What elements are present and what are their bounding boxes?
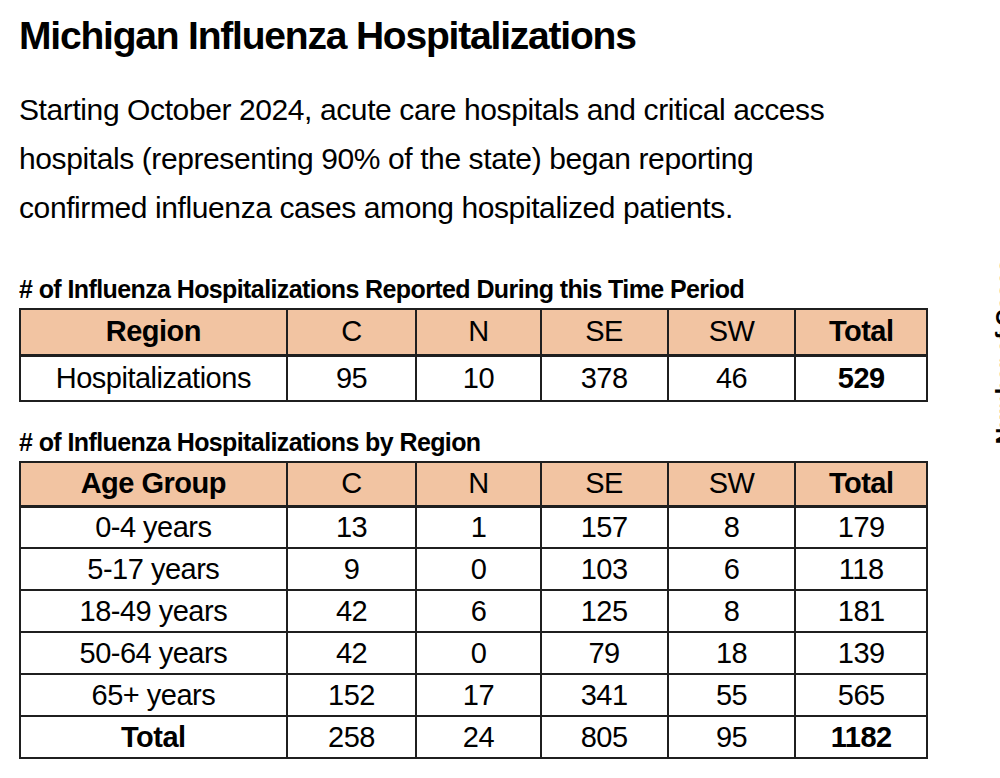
column-header-c: C: [287, 309, 417, 355]
column-header-total: Total: [795, 309, 927, 355]
table-row: 18-49 years 42 6 125 8 181: [20, 590, 927, 632]
cell-value: 152: [287, 674, 417, 716]
intro-line: Starting October 2024, acute care hospit…: [19, 85, 1000, 134]
row-label: 0-4 years: [20, 506, 287, 548]
cell-value: 341: [541, 674, 668, 716]
row-label: Total: [20, 716, 287, 758]
cell-value: 6: [668, 548, 796, 590]
cell-value: 95: [287, 355, 417, 401]
cell-value: 95: [668, 716, 796, 758]
table-row: 50-64 years 42 0 79 18 139: [20, 632, 927, 674]
column-header-n: N: [416, 309, 540, 355]
cell-total: 118: [795, 548, 927, 590]
cell-total: 565: [795, 674, 927, 716]
row-label: 50-64 years: [20, 632, 287, 674]
report-content: Michigan Influenza Hospitalizations Star…: [0, 0, 1000, 759]
row-label: 65+ years: [20, 674, 287, 716]
page-title: Michigan Influenza Hospitalizations: [19, 13, 1000, 59]
intro-paragraph: Starting October 2024, acute care hospit…: [19, 85, 1000, 232]
cell-value: 258: [287, 716, 417, 758]
summary-table: Region C N SE SW Total Hospitalizations …: [19, 308, 928, 402]
row-label: 5-17 years: [20, 548, 287, 590]
column-header-total: Total: [795, 462, 927, 506]
column-header-se: SE: [541, 309, 668, 355]
cell-value: 24: [416, 716, 540, 758]
cell-value: 6: [416, 590, 540, 632]
cell-value: 0: [416, 548, 540, 590]
table-row: 0-4 years 13 1 157 8 179: [20, 506, 927, 548]
column-header-c: C: [287, 462, 417, 506]
cell-grand-total: 1182: [795, 716, 927, 758]
cell-total: 181: [795, 590, 927, 632]
cell-value: 42: [287, 590, 417, 632]
cell-value: 157: [541, 506, 668, 548]
row-label: 18-49 years: [20, 590, 287, 632]
cell-value: 13: [287, 506, 417, 548]
table-row: 5-17 years 9 0 103 6 118: [20, 548, 927, 590]
cell-total: 179: [795, 506, 927, 548]
table-row: Hospitalizations 95 10 378 46 529: [20, 355, 927, 401]
cell-value: 17: [416, 674, 540, 716]
intro-line: hospitals (representing 90% of the state…: [19, 134, 1000, 183]
column-header-age-group: Age Group: [20, 462, 287, 506]
summary-table-header-row: Region C N SE SW Total: [20, 309, 927, 355]
cell-value: 805: [541, 716, 668, 758]
cell-value: 10: [416, 355, 540, 401]
column-header-sw: SW: [668, 309, 796, 355]
table-row-total: Total 258 24 805 95 1182: [20, 716, 927, 758]
cell-value: 8: [668, 590, 796, 632]
cell-value: 55: [668, 674, 796, 716]
summary-table-heading: # of Influenza Hospitalizations Reported…: [19, 274, 1000, 304]
cell-value: 42: [287, 632, 417, 674]
cell-value: 46: [668, 355, 796, 401]
cell-total: 139: [795, 632, 927, 674]
age-table-heading: # of Influenza Hospitalizations by Regio…: [19, 427, 1000, 457]
cell-value: 0: [416, 632, 540, 674]
cell-value: 378: [541, 355, 668, 401]
table-row: 65+ years 152 17 341 55 565: [20, 674, 927, 716]
cell-value: 9: [287, 548, 417, 590]
row-label: Hospitalizations: [20, 355, 287, 401]
cell-value: 79: [541, 632, 668, 674]
intro-line: confirmed influenza cases among hospital…: [19, 183, 1000, 232]
column-header-n: N: [416, 462, 540, 506]
cell-value: 18: [668, 632, 796, 674]
column-header-sw: SW: [668, 462, 796, 506]
clipped-chart-y-axis-label: Number of Cases: [992, 260, 1000, 445]
report-page: Michigan Influenza Hospitalizations Star…: [0, 0, 1000, 778]
cell-total: 529: [795, 355, 927, 401]
cell-value: 8: [668, 506, 796, 548]
cell-value: 125: [541, 590, 668, 632]
age-table-header-row: Age Group C N SE SW Total: [20, 462, 927, 506]
column-header-region: Region: [20, 309, 287, 355]
cell-value: 103: [541, 548, 668, 590]
cell-value: 1: [416, 506, 540, 548]
column-header-se: SE: [541, 462, 668, 506]
age-table: Age Group C N SE SW Total 0-4 years 13 1…: [19, 461, 928, 759]
